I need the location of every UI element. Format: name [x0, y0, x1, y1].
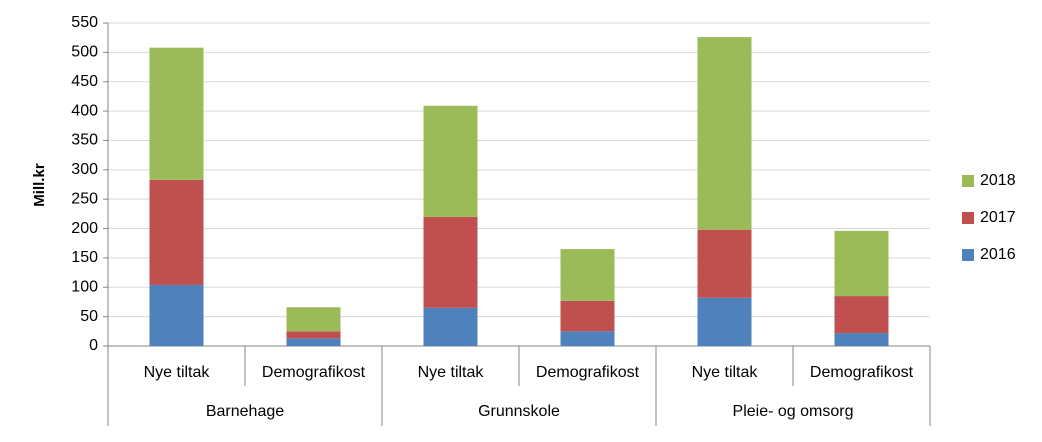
- y-tick-label: 450: [71, 73, 98, 90]
- bar-segment: [697, 297, 752, 346]
- group-label: Pleie- og omsorg: [733, 403, 854, 420]
- group-label: Grunnskole: [478, 403, 560, 420]
- bar-segment: [697, 229, 752, 298]
- legend-label: 2018: [980, 172, 1016, 189]
- y-tick-label: 500: [71, 44, 98, 61]
- y-tick-label: 200: [71, 220, 98, 237]
- bar-segment: [423, 307, 478, 346]
- x-tick-label: Nye tiltak: [418, 364, 485, 381]
- group-label: Barnehage: [206, 403, 284, 420]
- legend-swatch: [962, 175, 974, 187]
- y-tick-label: 100: [71, 278, 98, 295]
- y-tick-label: 250: [71, 190, 98, 207]
- bar-segment: [423, 216, 478, 308]
- y-tick-label: 150: [71, 249, 98, 266]
- y-tick-label: 300: [71, 161, 98, 178]
- bar-segment: [286, 307, 341, 332]
- bar-segment: [423, 105, 478, 217]
- x-tick-label: Demografikost: [262, 364, 366, 381]
- y-tick-label: 400: [71, 102, 98, 119]
- bar-segment: [834, 296, 889, 334]
- y-tick-label: 50: [80, 308, 98, 325]
- x-tick-label: Nye tiltak: [144, 364, 211, 381]
- x-tick-label: Demografikost: [810, 364, 914, 381]
- y-tick-label: 350: [71, 132, 98, 149]
- bar-segment: [834, 333, 889, 346]
- bar-segment: [560, 331, 615, 346]
- y-tick-label: 0: [89, 337, 98, 354]
- x-tick-label: Nye tiltak: [692, 364, 759, 381]
- bar-segment: [149, 284, 204, 346]
- legend-swatch: [962, 249, 974, 261]
- x-tick-label: Demografikost: [536, 364, 640, 381]
- legend-swatch: [962, 212, 974, 224]
- bar-segment: [834, 230, 889, 297]
- bar-segment: [560, 300, 615, 332]
- bar-segment: [149, 179, 204, 285]
- bar-segment: [286, 338, 341, 346]
- bar-segment: [149, 47, 204, 180]
- bar-segment: [286, 331, 341, 339]
- legend-label: 2016: [980, 246, 1016, 263]
- y-axis-label: Mill.kr: [31, 163, 48, 207]
- y-tick-label: 550: [71, 14, 98, 31]
- bar-segment: [697, 37, 752, 230]
- legend-label: 2017: [980, 209, 1016, 226]
- bar-segment: [560, 249, 615, 301]
